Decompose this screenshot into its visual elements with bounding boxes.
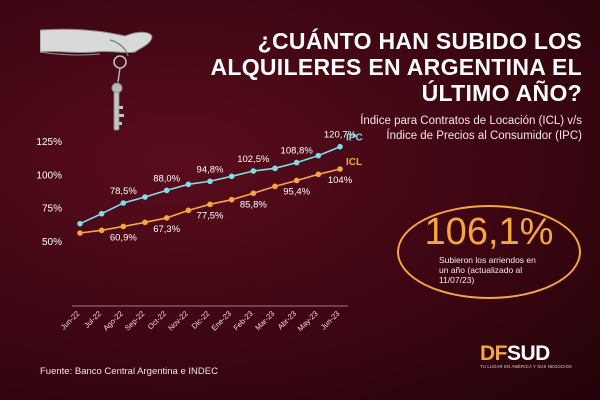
data-label-ipc: 102,5%	[237, 154, 270, 165]
x-tick-label: Nov-22	[166, 309, 189, 332]
data-point-icl	[315, 171, 322, 178]
data-point-ipc	[185, 181, 192, 188]
data-label-icl: 104%	[328, 175, 353, 186]
series-name-icl: ICL	[346, 157, 362, 168]
data-label-icl: 67,3%	[153, 224, 180, 235]
y-tick-label: 75%	[42, 204, 62, 215]
data-point-icl	[207, 201, 213, 208]
data-point-icl	[337, 166, 343, 172]
x-tick-label: Jul-22	[82, 309, 103, 330]
source-note: Fuente: Banco Central Argentina e INDEC	[40, 366, 218, 377]
chart-subtitle: Índice para Contratos de Locación (ICL) …	[360, 115, 582, 142]
hand-with-keys-illustration	[40, 28, 153, 131]
data-point-icl	[272, 183, 278, 190]
brand-logo: DFSUD TU LUGAR EN AMÉRICA Y SUS NEGOCIOS	[480, 343, 580, 373]
data-label-ipc: 88,0%	[153, 173, 180, 184]
data-point-icl	[120, 223, 127, 230]
kpi-ellipse: 106,1% Subieron los arriendos en un año …	[397, 205, 581, 299]
kpi-value: 106,1%	[424, 211, 554, 253]
x-tick-label: Ene-23	[210, 309, 233, 332]
data-label-icl: 77,5%	[197, 210, 224, 221]
data-point-ipc	[77, 220, 83, 227]
data-point-ipc	[163, 187, 170, 194]
data-label-ipc: 120,7%	[324, 130, 357, 141]
data-label-ipc: 108,8%	[281, 146, 314, 157]
brand-df: DF	[480, 342, 508, 365]
brand-tagline: TU LUGAR EN AMÉRICA Y SUS NEGOCIOS	[480, 364, 573, 369]
x-tick-label: Sep-22	[123, 309, 146, 332]
x-tick-label: Feb-23	[232, 309, 255, 332]
data-point-icl	[228, 196, 235, 203]
data-point-icl	[185, 207, 192, 214]
y-tick-label: 50%	[42, 237, 62, 248]
data-point-ipc	[120, 200, 127, 206]
y-tick-label: 125%	[36, 137, 62, 148]
data-point-ipc	[207, 178, 213, 185]
x-tick-label: Oct-22	[146, 309, 168, 331]
data-point-ipc	[293, 159, 300, 166]
data-point-icl	[250, 190, 257, 197]
x-tick-label: Ago-22	[101, 309, 124, 332]
data-label-ipc: 94,8%	[197, 164, 224, 175]
brand-wordmark: DFSUD	[480, 343, 580, 364]
brand-sud: SUD	[507, 342, 550, 365]
series-name-ipc: IPC	[346, 133, 363, 144]
data-point-ipc	[98, 210, 105, 217]
y-tick-label: 100%	[36, 170, 62, 181]
x-tick-label: Jun-22	[59, 309, 82, 332]
page-title: ¿Cuánto han subido los alquileres en Arg…	[210, 28, 582, 106]
x-tick-label: Abr-23	[276, 309, 298, 331]
x-tick-label: Dic-22	[190, 309, 212, 331]
data-point-icl	[98, 227, 105, 234]
data-label-icl: 95,4%	[283, 186, 310, 197]
data-label-ipc: 78,5%	[110, 186, 137, 197]
data-point-ipc	[250, 168, 257, 174]
data-point-icl	[163, 215, 170, 221]
data-point-icl	[77, 230, 83, 236]
data-point-ipc	[315, 152, 322, 159]
data-point-ipc	[337, 143, 343, 150]
x-tick-label: Mar-23	[253, 309, 276, 332]
data-point-icl	[142, 219, 148, 226]
data-label-icl: 60,9%	[110, 232, 137, 243]
data-point-ipc	[142, 194, 148, 200]
data-point-icl	[293, 177, 300, 184]
x-tick-label: May-23	[296, 309, 320, 333]
kpi-caption: Subieron los arriendos en un año (actual…	[439, 255, 536, 285]
data-point-ipc	[272, 165, 278, 172]
data-label-icl: 85,8%	[240, 199, 267, 210]
data-point-ipc	[228, 173, 235, 180]
x-tick-label: Jun-23	[319, 309, 342, 332]
